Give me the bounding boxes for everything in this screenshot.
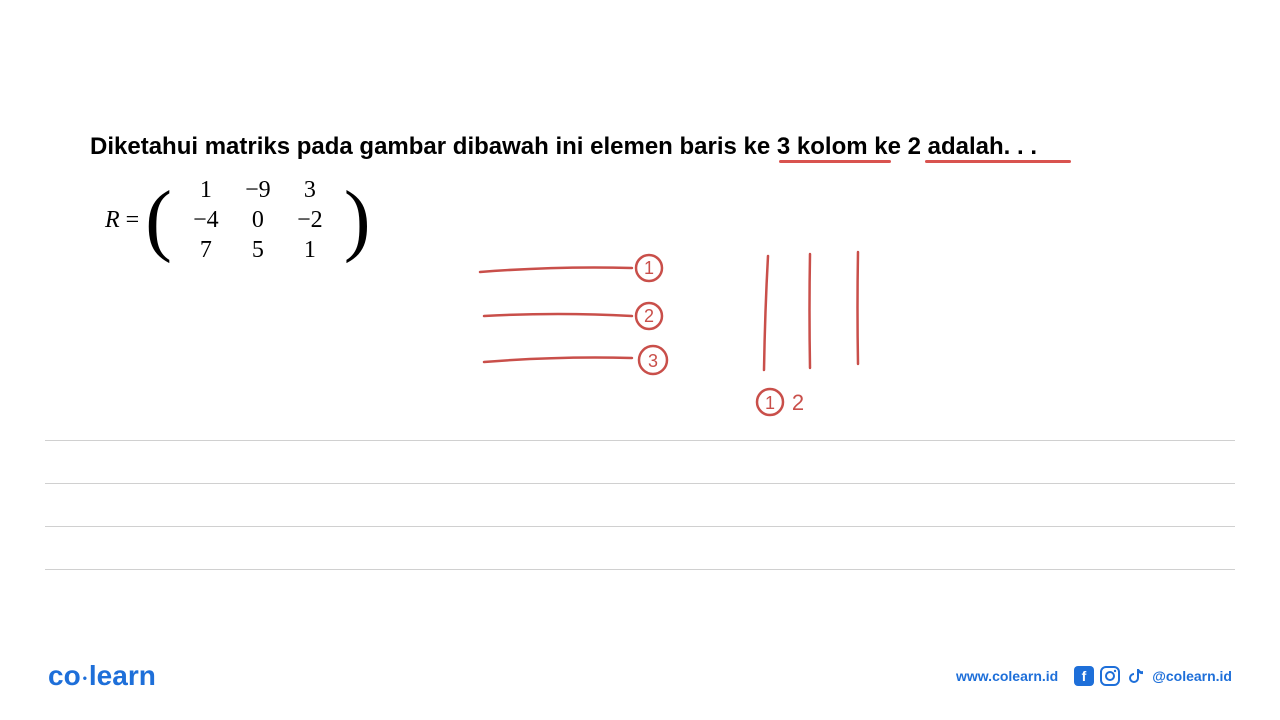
cell-3-1: 7 [180,235,232,265]
footer: co•learn www.colearn.id f @colearn.id [0,660,1280,692]
social-handle: @colearn.id [1152,668,1232,684]
matrix-equation: R = ( 1 −9 3 −4 0 −2 7 5 1 ) [105,175,371,265]
cell-2-2: 0 [232,205,284,235]
cell-1-2: −9 [232,175,284,205]
col-line-3 [858,252,859,364]
logo-learn: learn [89,660,156,691]
row-line-1 [480,268,632,273]
svg-text:f: f [1082,668,1087,684]
cell-2-3: −2 [284,205,336,235]
facebook-icon: f [1074,666,1094,686]
social-icons: f @colearn.id [1074,666,1232,686]
underline-kolom [925,160,1071,163]
row-line-2 [484,314,632,316]
cell-1-3: 3 [284,175,336,205]
handwritten-annotations: 1 2 3 1 2 [460,250,910,430]
cell-2-1: −4 [180,205,232,235]
row-label-3: 3 [648,351,658,371]
ruled-line-1 [45,440,1235,441]
matrix-row-2: −4 0 −2 [180,205,336,235]
footer-right: www.colearn.id f @colearn.id [956,666,1232,686]
matrix-row-3: 7 5 1 [180,235,336,265]
row-label-1: 1 [644,258,654,278]
paren-left: ( [145,180,172,260]
matrix-body: ( 1 −9 3 −4 0 −2 7 5 1 ) [145,175,370,265]
matrix-label: R [105,207,120,234]
cell-3-2: 5 [232,235,284,265]
instagram-icon [1100,666,1120,686]
matrix-rows: 1 −9 3 −4 0 −2 7 5 1 [172,175,344,265]
col-line-1 [764,256,768,370]
logo-co: co [48,660,81,691]
underline-baris [779,160,891,163]
matrix-row-1: 1 −9 3 [180,175,336,205]
question-text: Diketahui matriks pada gambar dibawah in… [90,133,1037,161]
row-line-3 [484,358,632,363]
ruled-line-2 [45,483,1235,484]
logo-dot: • [83,671,87,685]
logo: co•learn [48,660,156,692]
website-url: www.colearn.id [956,668,1058,684]
cell-3-3: 1 [284,235,336,265]
col-label-1: 1 [765,393,775,413]
row-label-2: 2 [644,306,654,326]
paren-right: ) [344,180,371,260]
ruled-line-3 [45,526,1235,527]
tiktok-icon [1126,666,1146,686]
matrix-equals: = [126,207,140,234]
col-label-2: 2 [792,390,804,415]
ruled-line-4 [45,569,1235,570]
col-line-2 [810,254,811,368]
ruled-lines [45,440,1235,612]
cell-1-1: 1 [180,175,232,205]
